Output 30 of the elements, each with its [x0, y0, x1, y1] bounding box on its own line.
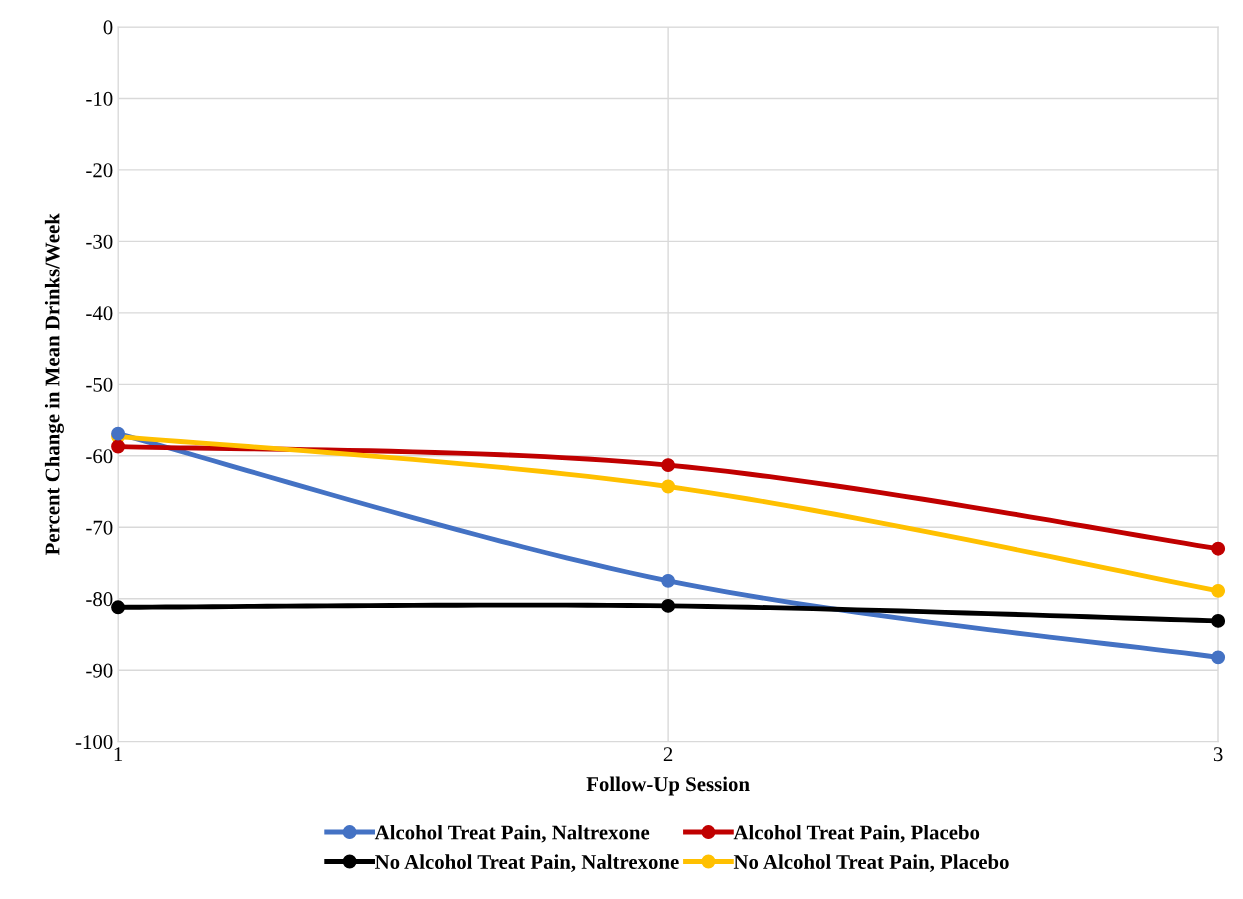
legend-label: Alcohol Treat Pain, Naltrexone — [374, 824, 650, 843]
y-tick-label: -60 — [86, 449, 113, 464]
y-tick-label: -80 — [86, 592, 113, 607]
legend-label: No Alcohol Treat Pain, Placebo — [733, 854, 1009, 872]
point — [661, 573, 676, 588]
x-axis-title: Follow-Up Session — [586, 776, 750, 796]
point — [1211, 650, 1226, 665]
x-tick-label: 3 — [1213, 747, 1223, 762]
point — [661, 598, 676, 613]
y-tick-label: -20 — [86, 163, 113, 178]
point — [1211, 613, 1226, 628]
y-tick-label: -90 — [86, 663, 113, 678]
y-tick-label: -30 — [86, 234, 113, 249]
point — [661, 458, 676, 473]
point — [111, 600, 126, 615]
y-tick-label: -100 — [75, 735, 113, 750]
legend-label: No Alcohol Treat Pain, Naltrexone — [375, 854, 679, 872]
point — [1211, 541, 1226, 556]
x-tick-label: 1 — [114, 747, 123, 761]
y-tick-label: -40 — [86, 306, 113, 321]
point — [661, 479, 676, 494]
y-tick-label: -70 — [86, 520, 113, 535]
y-tick-label: 0 — [103, 20, 113, 35]
y-tick-label: -50 — [86, 377, 113, 392]
x-tick-label: 2 — [663, 747, 673, 761]
y-tick-label: -10 — [86, 91, 113, 106]
y-axis-title: Percent Change in Mean Drinks/Week — [44, 213, 64, 556]
point — [111, 439, 126, 454]
legend-label: Alcohol Treat Pain, Placebo — [733, 824, 980, 843]
point — [1211, 583, 1226, 598]
